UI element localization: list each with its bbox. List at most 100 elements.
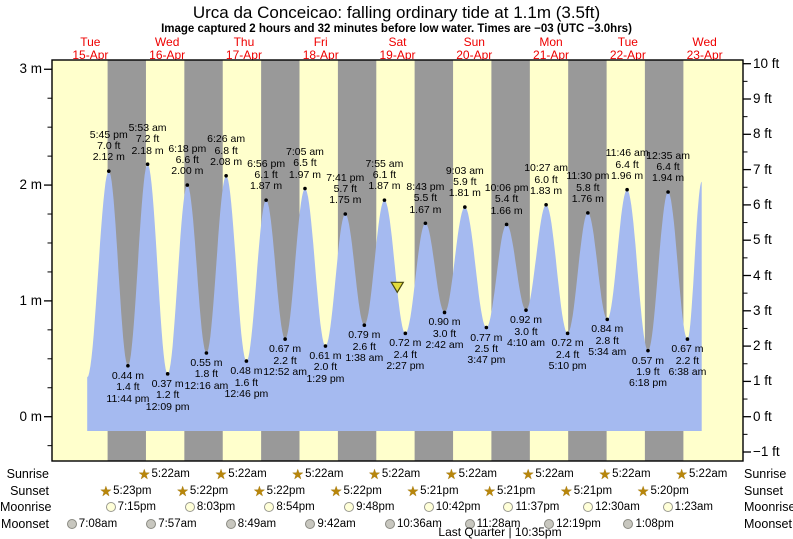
moonset-time: 7:08am	[78, 517, 118, 530]
moon-phase-label: Last Quarter | 10:35pm	[438, 525, 562, 539]
moonrise-entry: 1:23am	[662, 501, 713, 513]
sunrise-entry: ★ 5:22am	[291, 466, 344, 482]
tide-extreme-dot	[106, 169, 111, 173]
moonset-entry: 9:42am	[305, 518, 356, 530]
sunset-time: 5:20pm	[650, 484, 689, 497]
tide-extreme-dot	[224, 174, 228, 178]
sunset-time: 5:23pm	[113, 484, 152, 497]
moonset-time: 7:57am	[158, 517, 197, 530]
tide-high-label: 8:43 pm 5.5 ft 1.67 m	[406, 180, 445, 216]
moonset-time: 11:28am	[476, 517, 521, 530]
tide-extreme-dot	[343, 212, 348, 216]
sunset-time: 5:22pm	[189, 484, 229, 497]
moonrise-entry: 8:54pm	[264, 501, 315, 513]
tide-extreme-dot	[625, 187, 629, 192]
sunrise-time: 5:22am	[305, 468, 344, 480]
moonrise-moon-icon	[423, 502, 434, 512]
sunset-star-icon: ★	[560, 482, 573, 499]
sunrise-star-icon: ★	[675, 466, 688, 482]
moonset-time: 1:08pm	[635, 517, 674, 530]
tide-low-label: 0.44 m 1.4 ft 11:44 pm	[106, 369, 150, 405]
moonrise-time: 8:03pm	[196, 501, 236, 513]
sunrise-entry: ★ 5:22am	[675, 466, 727, 482]
tide-high-label: 7:05 am 6.5 ft 1.97 m	[285, 146, 324, 181]
sunset-time: 5:21pm	[573, 484, 613, 497]
moonrise-entry: 11:37pm	[503, 501, 559, 513]
moonrise-time: 11:37pm	[515, 501, 560, 513]
tide-extreme-dot	[484, 325, 489, 330]
y-axis-label-right: 8 ft	[753, 126, 772, 142]
moonset-moon-icon	[544, 518, 555, 529]
moonset-entry: 7:57am	[146, 517, 197, 530]
moonrise-moon-icon	[184, 502, 195, 512]
tide-extreme-dot	[362, 323, 367, 328]
y-axis-label-right: 3 ft	[753, 302, 772, 318]
tide-extreme-dot	[303, 186, 307, 191]
moonrise-time: 12:30am	[595, 501, 640, 513]
moonrise-entry: 10:42pm	[423, 501, 481, 513]
tide-extreme-dot	[283, 337, 287, 341]
tide-high-label: 12:35 am 6.4 ft 1.94 m	[646, 149, 690, 185]
moonset-time: 10:36am	[397, 517, 442, 530]
sunset-entry: ★ 5:22pm	[253, 482, 306, 499]
moonset-moon-icon	[464, 518, 475, 529]
sunset-time: 5:21pm	[420, 484, 459, 497]
moonrise-time: 10:42pm	[435, 501, 481, 513]
y-axis-label-right: 10 ft	[753, 55, 780, 71]
astro-row-label-left: Sunrise	[6, 467, 49, 481]
moonrise-moon-icon	[662, 502, 673, 512]
sunset-star-icon: ★	[483, 482, 496, 499]
day-label: Sat 19-Apr	[379, 35, 416, 62]
tide-low-label: 0.90 m 3.0 ft 2:42 am	[425, 316, 464, 352]
moonrise-moon-icon	[503, 502, 514, 512]
day-label: Sun 20-Apr	[456, 35, 493, 62]
y-axis-label-right: 5 ft	[753, 232, 772, 248]
sunrise-time: 5:22am	[151, 468, 190, 480]
y-axis-label-right: 2 ft	[753, 338, 772, 354]
moonrise-moon-icon	[344, 502, 355, 512]
tide-high-label: 5:45 pm 7.0 ft 2.12 m	[89, 128, 128, 164]
tide-extreme-dot	[586, 211, 590, 215]
day-label: Thu 17-Apr	[225, 35, 262, 62]
sunset-star-icon: ★	[329, 482, 343, 499]
sunrise-time: 5:22am	[612, 468, 651, 480]
moonrise-time: 1:23am	[674, 501, 713, 513]
sunrise-star-icon: ★	[291, 466, 305, 482]
tide-extreme-dot	[264, 198, 268, 202]
tide-extreme-dot	[442, 310, 447, 315]
day-label: Wed 16-Apr	[149, 35, 186, 62]
sunrise-star-icon: ★	[598, 466, 612, 482]
tide-high-label: 6:18 pm 6.6 ft 2.00 m	[168, 142, 207, 178]
moonset-moon-icon	[146, 518, 157, 529]
sunset-star-icon: ★	[253, 482, 266, 499]
tide-low-label: 0.77 m 2.5 ft 3:47 pm	[467, 331, 506, 367]
tide-high-label: 11:30 pm 5.8 ft 1.76 m	[566, 170, 610, 206]
y-axis-label-left: 3 m	[19, 61, 42, 77]
day-label: Mon 21-Apr	[533, 35, 570, 62]
astro-row-label-right: Sunrise	[744, 467, 787, 481]
tide-extreme-dot	[524, 308, 528, 312]
sunset-time: 5:22pm	[266, 484, 306, 497]
moonset-time: 12:19pm	[556, 517, 601, 530]
moonset-moon-icon	[66, 518, 77, 529]
moonrise-entry: 9:48pm	[344, 501, 394, 513]
tide-extreme-dot	[666, 190, 670, 194]
tide-extreme-dot	[423, 221, 428, 226]
tide-extreme-dot	[685, 337, 690, 341]
sunset-time: 5:21pm	[496, 484, 536, 497]
moonset-entry: 11:28am	[464, 517, 521, 530]
sunset-entry: ★ 5:22pm	[176, 484, 229, 498]
sunset-star-icon: ★	[636, 482, 650, 499]
tide-extreme-dot	[185, 183, 190, 187]
moonset-entry: 1:08pm	[623, 517, 674, 530]
moonset-moon-icon	[385, 518, 396, 529]
tide-extreme-dot	[403, 331, 408, 336]
tide-low-label: 0.48 m 1.6 ft 12:46 pm	[224, 365, 269, 400]
y-axis-label-right: 7 ft	[753, 161, 772, 177]
moonset-moon-icon	[623, 518, 634, 529]
moonset-entry: 10:36am	[385, 518, 442, 530]
tide-extreme-dot	[204, 351, 209, 355]
tide-low-label: 0.92 m 3.0 ft 4:10 am	[507, 314, 545, 349]
